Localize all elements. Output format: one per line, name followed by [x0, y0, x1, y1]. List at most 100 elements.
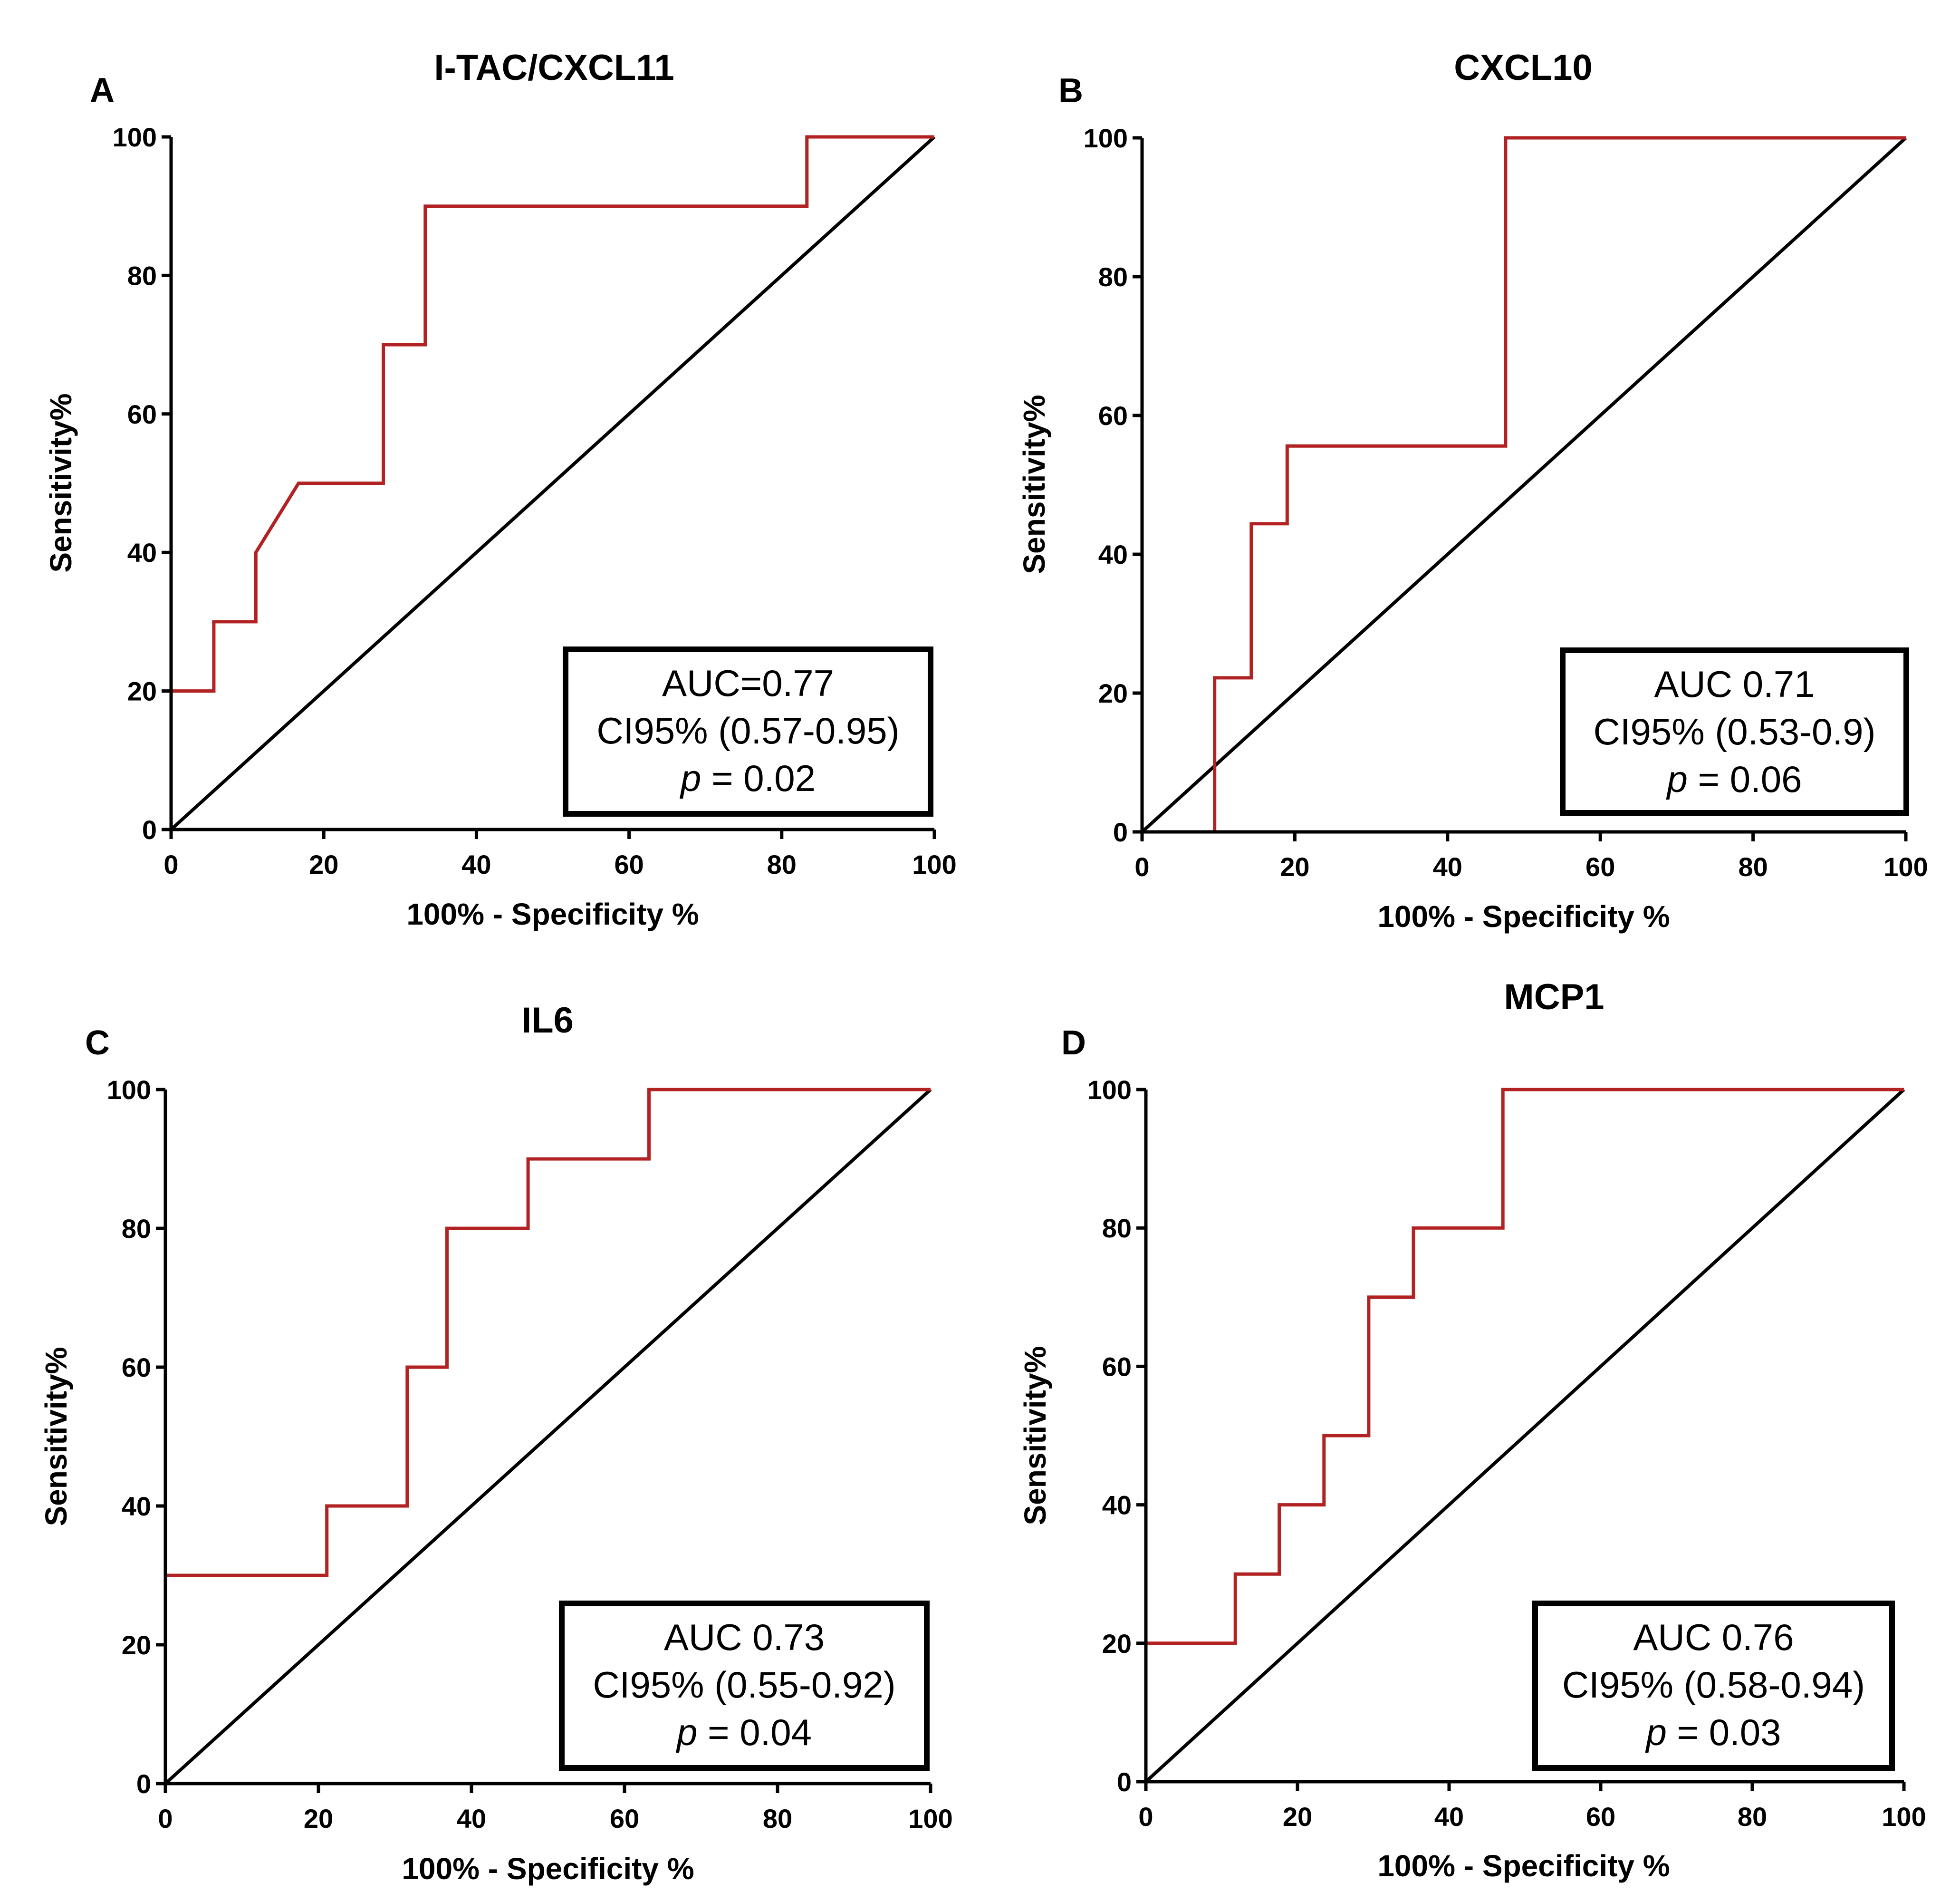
y-tick-label: 0 — [136, 1769, 151, 1799]
y-tick-label: 0 — [142, 815, 157, 845]
y-tick-label: 20 — [127, 676, 157, 706]
ci-text: CI95% (0.57-0.95) — [596, 710, 899, 752]
y-tick-label: 80 — [1098, 262, 1128, 292]
p-value: = 0.06 — [1688, 758, 1802, 800]
reference-diagonal-line — [1144, 1088, 1905, 1783]
y-tick-label: 40 — [1102, 1490, 1132, 1520]
x-axis-label: 100% - Specificity % — [1377, 899, 1670, 934]
y-tick-label: 100 — [113, 122, 157, 152]
y-tick-label: 100 — [1084, 123, 1128, 153]
reference-diagonal-line — [1141, 136, 1907, 833]
chart-title: CXCL10 — [1454, 48, 1592, 88]
x-tick-label: 0 — [158, 1804, 173, 1833]
x-axis-label: 100% - Specificity % — [406, 897, 699, 931]
stats-box: AUC 0.76 CI95% (0.58-0.94) p = 0.03 — [1532, 1601, 1895, 1771]
p-value: = 0.03 — [1667, 1711, 1781, 1753]
y-tick-label: 100 — [1087, 1075, 1132, 1105]
y-tick-label: 20 — [1102, 1629, 1132, 1659]
x-tick-label: 60 — [614, 849, 644, 879]
roc-curve-line — [1142, 136, 1906, 834]
x-tick-label: 0 — [1134, 852, 1149, 882]
y-tick-label: 40 — [1098, 540, 1128, 569]
x-tick-label: 100 — [1882, 1802, 1926, 1832]
x-tick-label: 60 — [1586, 1802, 1615, 1832]
p-value-text: p = 0.02 — [680, 757, 816, 799]
roc-curve-line — [163, 1088, 931, 1784]
x-tick-label: 100 — [1883, 852, 1928, 882]
x-tick-label: 0 — [1138, 1802, 1153, 1832]
roc-panel-a: A I-TAC/CXCL11 0 20 40 60 80 100 0 20 40 60 80 100 100… — [44, 48, 957, 931]
x-axis-label: 100% - Specificity % — [402, 1852, 694, 1886]
stats-box: AUC=0.77 CI95% (0.57-0.95) p = 0.02 — [563, 647, 933, 817]
roc-panel-b: B CXCL10 0 20 40 60 80 100 0 20 40 60 80 100 100% - Sp… — [1017, 48, 1928, 934]
chart-title: MCP1 — [1504, 977, 1604, 1017]
y-tick-label: 80 — [1102, 1213, 1132, 1243]
y-tick-label: 40 — [127, 538, 157, 568]
p-value-text: p = 0.06 — [1666, 758, 1802, 800]
y-tick-label: 60 — [122, 1352, 151, 1382]
x-tick-label: 40 — [461, 849, 491, 879]
p-symbol: p — [1645, 1711, 1666, 1753]
y-tick-label: 80 — [127, 261, 157, 290]
y-tick-label: 20 — [122, 1630, 151, 1660]
x-tick-label: 80 — [767, 849, 797, 879]
x-tick-label: 40 — [1434, 1802, 1464, 1832]
p-value-text: p = 0.04 — [676, 1711, 812, 1753]
x-tick-label: 40 — [457, 1804, 486, 1833]
y-tick-label: 0 — [1117, 1767, 1132, 1797]
p-symbol: p — [680, 757, 701, 799]
y-tick-label: 80 — [122, 1214, 151, 1244]
panel-letter: C — [85, 1024, 110, 1062]
p-value: = 0.02 — [701, 757, 816, 799]
ci-text: CI95% (0.58-0.94) — [1562, 1664, 1865, 1706]
p-symbol: p — [676, 1711, 697, 1753]
x-tick-label: 60 — [1585, 852, 1615, 882]
x-axis-label: 100% - Specificity % — [1377, 1849, 1670, 1883]
x-tick-label: 100 — [912, 849, 956, 879]
panel-letter: B — [1058, 72, 1083, 110]
reference-diagonal-line — [170, 135, 936, 831]
stats-box: AUC 0.73 CI95% (0.55-0.92) p = 0.04 — [559, 1601, 930, 1771]
stats-box-border — [1532, 1601, 1895, 1771]
ci-text: CI95% (0.53-0.9) — [1594, 711, 1876, 753]
roc-curve-line — [169, 135, 934, 830]
reference-diagonal-line — [164, 1088, 932, 1785]
y-axis-label: Sensitivity% — [44, 393, 78, 572]
chart-title: IL6 — [521, 1000, 574, 1041]
y-tick-label: 40 — [122, 1491, 151, 1521]
y-tick-label: 0 — [1113, 817, 1128, 847]
x-tick-label: 40 — [1433, 852, 1462, 882]
x-tick-label: 20 — [309, 849, 338, 879]
y-tick-label: 100 — [107, 1075, 151, 1105]
auc-text: AUC=0.77 — [662, 662, 834, 704]
stats-box: AUC 0.71 CI95% (0.53-0.9) p = 0.06 — [1560, 647, 1909, 816]
y-tick-label: 60 — [1098, 401, 1128, 431]
panel-letter: A — [90, 71, 115, 109]
stats-box-border — [559, 1601, 930, 1771]
roc-curve-line — [1144, 1088, 1904, 1782]
p-symbol: p — [1666, 758, 1687, 800]
p-value-text: p = 0.03 — [1645, 1711, 1781, 1753]
stats-box-border — [1560, 647, 1909, 816]
x-tick-label: 0 — [163, 849, 178, 879]
auc-text: AUC 0.73 — [664, 1616, 825, 1658]
y-axis-label: Sensitivity% — [39, 1347, 73, 1526]
stats-box-border — [563, 647, 933, 817]
x-tick-label: 60 — [610, 1804, 639, 1833]
y-tick-label: 60 — [127, 399, 157, 429]
x-tick-label: 80 — [1738, 852, 1768, 882]
x-tick-label: 80 — [763, 1804, 792, 1833]
auc-text: AUC 0.71 — [1654, 663, 1815, 705]
x-tick-label: 20 — [304, 1804, 333, 1833]
y-tick-label: 60 — [1102, 1351, 1132, 1381]
y-axis-label: Sensitivity% — [1018, 1346, 1052, 1525]
x-tick-label: 20 — [1280, 852, 1309, 882]
chart-title: I-TAC/CXCL11 — [434, 48, 674, 88]
ci-text: CI95% (0.55-0.92) — [593, 1664, 895, 1706]
y-tick-label: 20 — [1098, 678, 1128, 708]
x-tick-label: 100 — [908, 1804, 952, 1833]
p-value: = 0.04 — [697, 1711, 812, 1753]
auc-text: AUC 0.76 — [1633, 1616, 1794, 1658]
x-tick-label: 80 — [1738, 1802, 1767, 1832]
